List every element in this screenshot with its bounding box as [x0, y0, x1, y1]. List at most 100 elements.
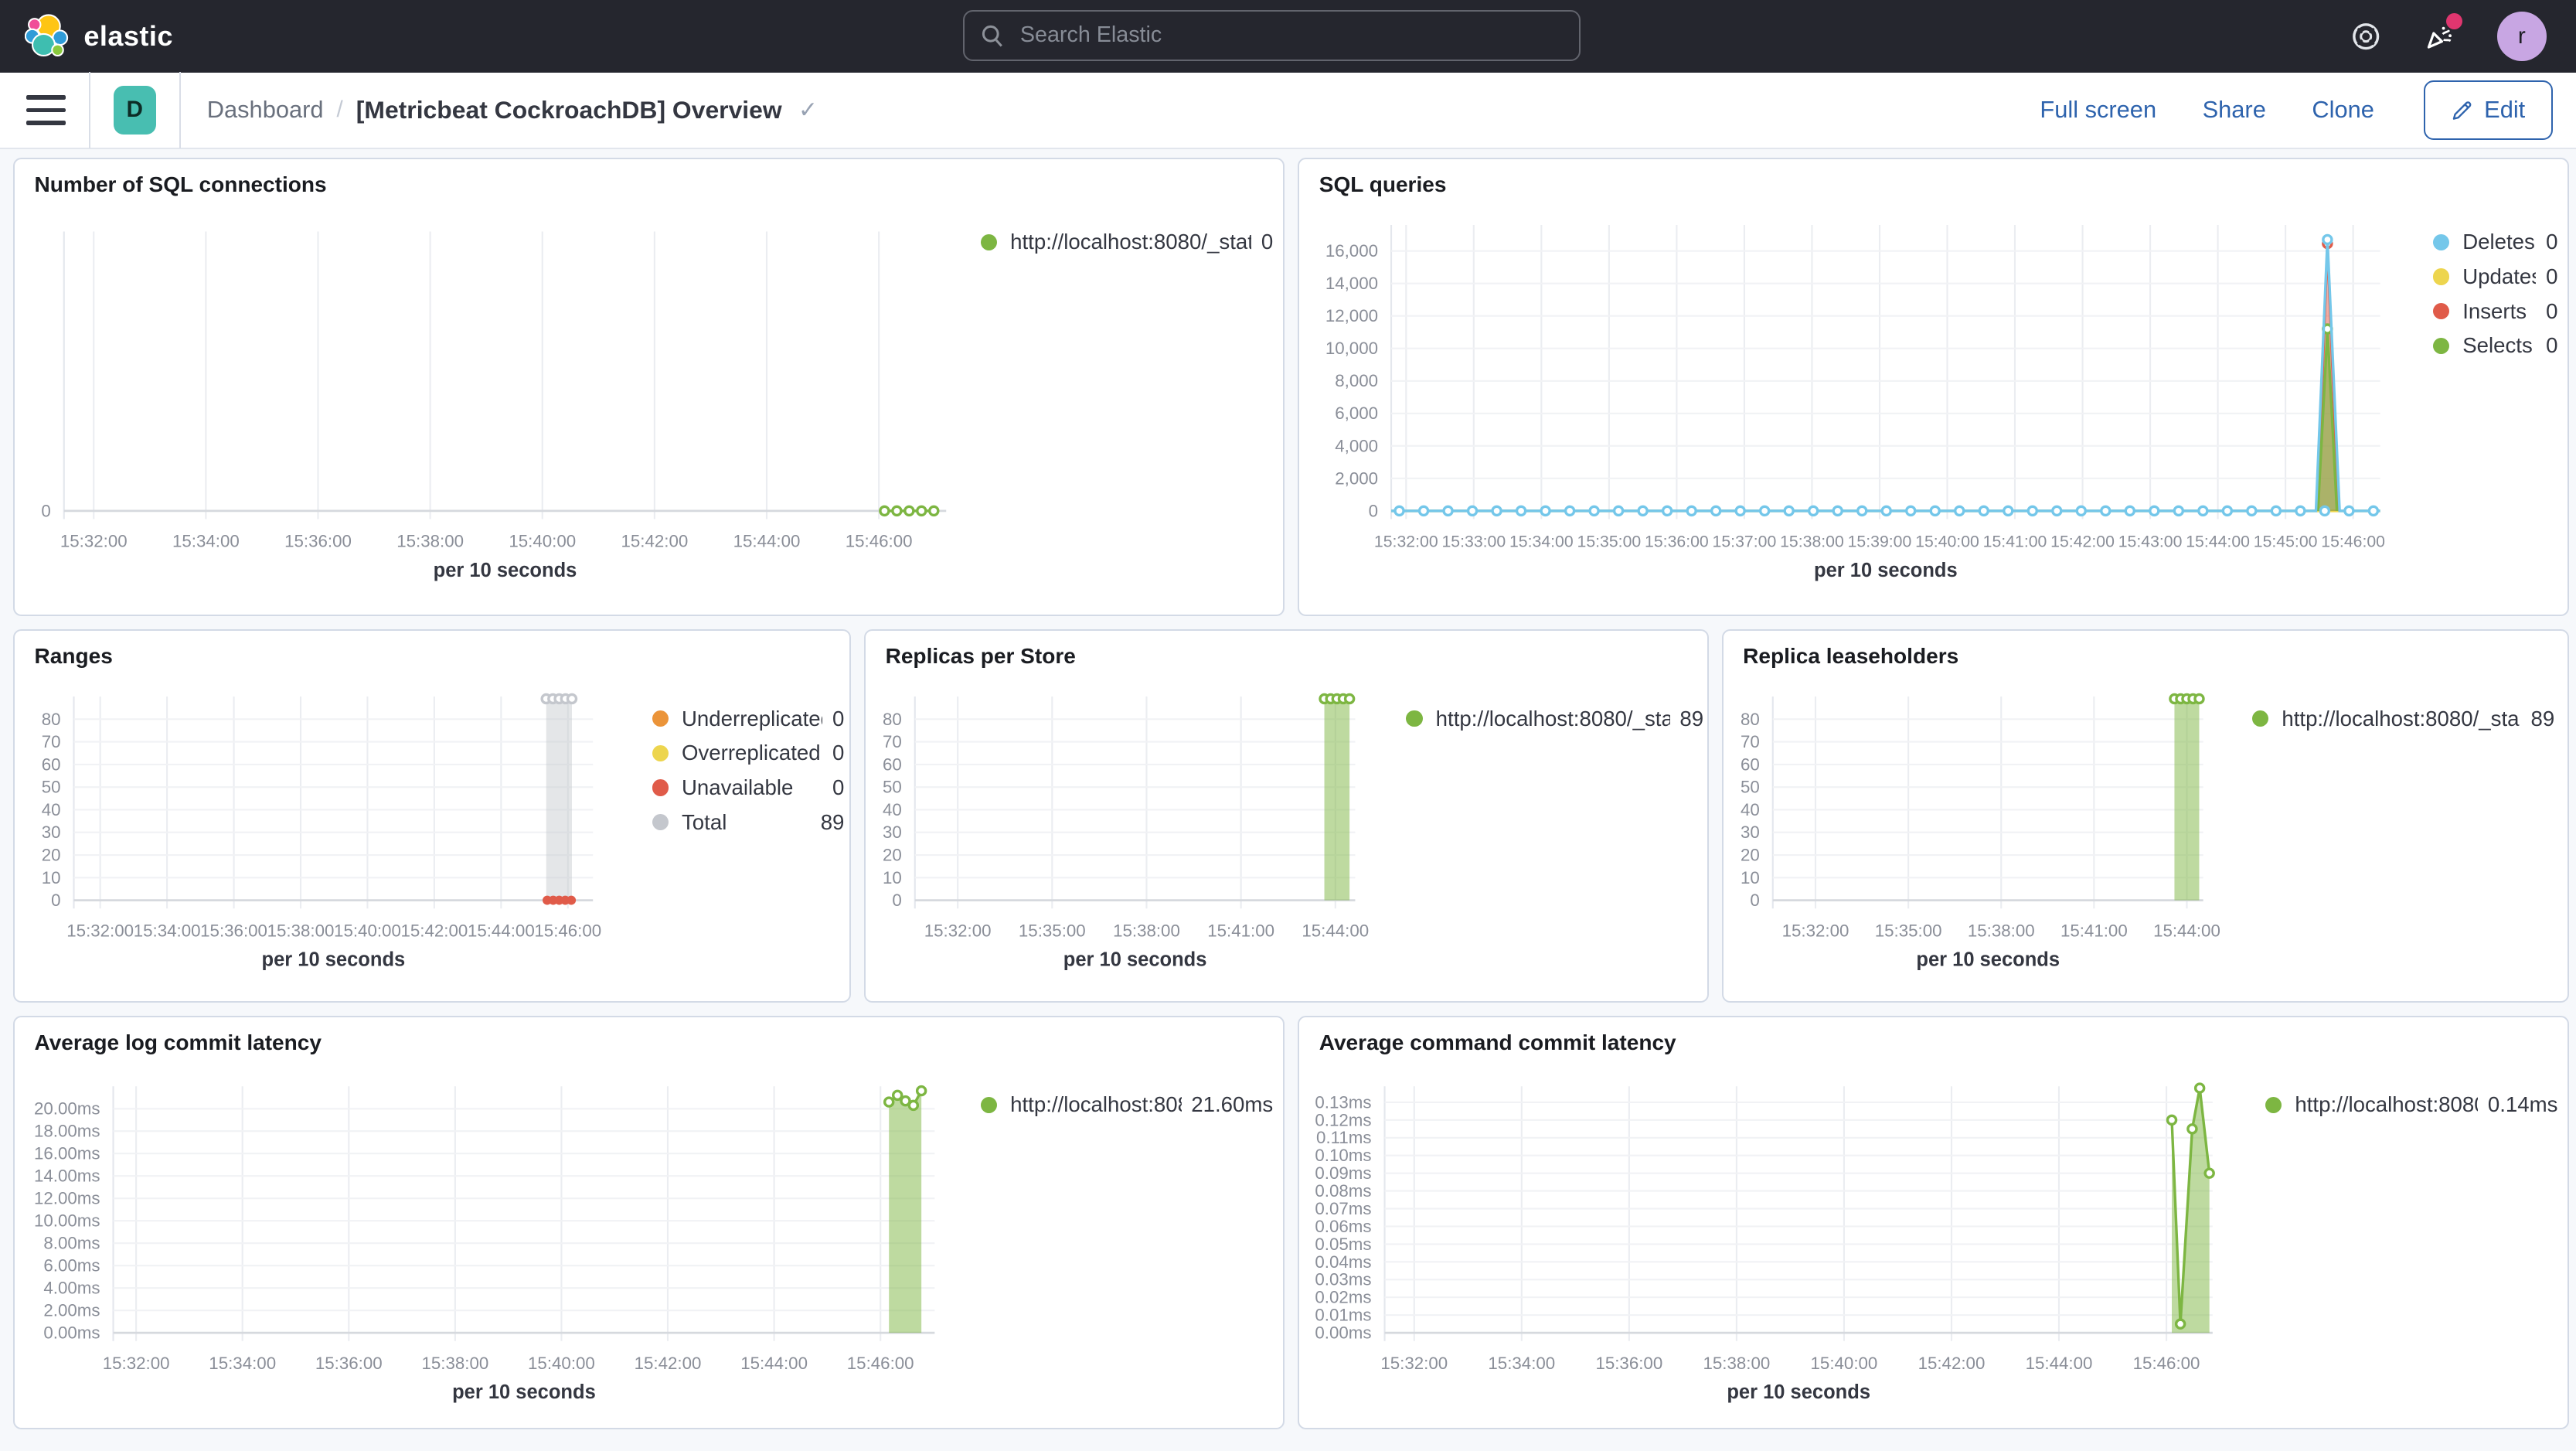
legend-item[interactable]: Overreplicated 0: [652, 736, 845, 771]
legend-item[interactable]: Underreplicated 0: [652, 702, 844, 737]
svg-text:15:44:00: 15:44:00: [2153, 921, 2220, 940]
svg-text:per 10 seconds: per 10 seconds: [1814, 560, 1958, 581]
legend-series-value: 0: [1261, 230, 1274, 254]
menu-hamburger-icon[interactable]: [26, 95, 66, 125]
svg-text:0.13ms: 0.13ms: [1315, 1092, 1372, 1112]
svg-text:15:34:00: 15:34:00: [1489, 1354, 1556, 1373]
top-header-bar: elastic: [0, 0, 2576, 73]
space-switcher-badge[interactable]: D: [113, 85, 156, 135]
svg-text:0: 0: [892, 891, 901, 910]
svg-text:80: 80: [42, 710, 61, 729]
legend-series-label: http://localhost:8080/_sta...: [1435, 706, 1670, 731]
page-title: [Metricbeat CockroachDB] Overview: [356, 95, 782, 124]
legend-item[interactable]: http://localhost:8080/_sta... 89: [1406, 702, 1703, 737]
legend-item[interactable]: Unavailable 0: [652, 771, 844, 806]
edit-button[interactable]: Edit: [2423, 80, 2554, 140]
svg-text:15:34:00: 15:34:00: [134, 921, 201, 940]
svg-text:20: 20: [883, 846, 902, 865]
svg-text:15:38:00: 15:38:00: [1780, 533, 1844, 551]
full-screen-button[interactable]: Full screen: [2040, 96, 2157, 124]
legend-item[interactable]: http://localhost:808... 21.60ms: [980, 1088, 1273, 1122]
help-button[interactable]: [2350, 20, 2383, 53]
brand-name: elastic: [83, 19, 173, 52]
svg-text:15:44:00: 15:44:00: [740, 1354, 808, 1373]
svg-text:12,000: 12,000: [1325, 306, 1378, 325]
share-button[interactable]: Share: [2202, 96, 2266, 124]
svg-text:15:38:00: 15:38:00: [1968, 921, 2035, 940]
legend-item[interactable]: Updates 0: [2432, 260, 2558, 295]
notification-badge: [2446, 13, 2463, 30]
svg-text:60: 60: [883, 754, 902, 774]
svg-text:0.01ms: 0.01ms: [1315, 1305, 1372, 1324]
svg-text:70: 70: [883, 732, 902, 751]
search-input[interactable]: [1016, 21, 1563, 50]
elastic-brand[interactable]: elastic: [0, 14, 173, 58]
svg-text:15:32:00: 15:32:00: [1374, 533, 1438, 551]
replicas-per-store-chart[interactable]: 15:32:00 15:35:00 15:38:00 15:41:00 15:44:00…: [866, 631, 1710, 1004]
svg-text:15:34:00: 15:34:00: [172, 532, 240, 551]
svg-text:15:40:00: 15:40:00: [334, 921, 401, 940]
global-search-box[interactable]: [962, 9, 1581, 61]
legend-series-value: 89: [820, 809, 845, 834]
panel-title: Number of SQL connections: [34, 172, 327, 197]
chart-legend: http://localhost:8080/_stat... 0: [980, 225, 1274, 260]
svg-text:15:44:00: 15:44:00: [2026, 1354, 2093, 1373]
avg-command-commit-latency-chart[interactable]: 15:32:00 15:34:00 15:36:00 15:38:00 15:40:00…: [1299, 1017, 2571, 1432]
ranges-chart[interactable]: 15:32:00 15:34:00 15:36:00 15:38:00 15:40:00…: [15, 631, 852, 1004]
chart-legend: http://localhost:808... 21.60ms: [980, 1088, 1273, 1122]
sql-connections-chart[interactable]: 15:32:00 15:34:00 15:36:00 15:38:00 15:40:00…: [15, 159, 1286, 618]
chart-legend: http://localhost:8080... 0.14ms: [2265, 1088, 2557, 1122]
legend-series-dot: [980, 1096, 998, 1113]
clone-button[interactable]: Clone: [2312, 96, 2374, 124]
svg-text:15:32:00: 15:32:00: [60, 532, 128, 551]
legend-series-value: 89: [1679, 706, 1704, 731]
legend-series-label: Total: [681, 809, 727, 834]
legend-series-value: 0: [2546, 264, 2558, 288]
newsfeed-button[interactable]: [2423, 13, 2463, 53]
svg-text:2,000: 2,000: [1335, 468, 1378, 488]
svg-text:0.05ms: 0.05ms: [1315, 1235, 1372, 1254]
legend-series-label: Inserts: [2462, 298, 2527, 323]
legend-item[interactable]: http://localhost:8080/_sta... 89: [2252, 702, 2554, 737]
legend-item[interactable]: Total 89: [652, 805, 845, 840]
panel-average-log-commit-latency: Average log commit latency 15:32:00 15:34…: [13, 1015, 1286, 1432]
avg-log-commit-latency-chart[interactable]: 15:32:00 15:34:00 15:36:00 15:38:00 15:40:00…: [15, 1017, 1286, 1432]
legend-series-value: 0: [832, 741, 845, 765]
elastic-logo-icon: [24, 14, 68, 57]
legend-item[interactable]: Inserts 0: [2432, 294, 2557, 329]
legend-series-label: Overreplicated: [681, 741, 821, 765]
panel-average-command-commit-latency: Average command commit latency 15:32:00 1…: [1298, 1015, 2571, 1432]
svg-text:0: 0: [1369, 501, 1378, 520]
sql-queries-chart[interactable]: 15:32:00 15:33:00 15:34:00 15:35:00 15:36:00…: [1299, 159, 2571, 618]
svg-text:15:36:00: 15:36:00: [200, 921, 267, 940]
legend-series-label: http://localhost:8080/_sta...: [2282, 706, 2521, 731]
svg-text:per 10 seconds: per 10 seconds: [1916, 949, 2060, 971]
svg-text:70: 70: [42, 732, 61, 751]
svg-text:15:38:00: 15:38:00: [1703, 1354, 1771, 1373]
legend-item[interactable]: Selects 0: [2432, 329, 2557, 363]
divider: [88, 71, 90, 149]
svg-text:8.00ms: 8.00ms: [43, 1233, 100, 1252]
svg-text:15:36:00: 15:36:00: [1645, 533, 1709, 551]
panel-title: Average command commit latency: [1319, 1030, 1676, 1054]
svg-text:50: 50: [1741, 778, 1760, 797]
replica-leaseholders-chart[interactable]: 15:32:00 15:35:00 15:38:00 15:41:00 15:44:00…: [1724, 631, 2571, 1004]
svg-text:15:42:00: 15:42:00: [621, 532, 688, 551]
legend-item[interactable]: http://localhost:8080... 0.14ms: [2265, 1088, 2557, 1122]
svg-text:15:42:00: 15:42:00: [401, 921, 468, 940]
svg-text:15:36:00: 15:36:00: [315, 1354, 383, 1373]
legend-item[interactable]: Deletes 0: [2432, 225, 2557, 260]
svg-text:10: 10: [1741, 868, 1760, 887]
legend-series-label: http://localhost:8080/_stat...: [1010, 230, 1252, 254]
legend-series-dot: [652, 710, 669, 727]
svg-text:0: 0: [41, 501, 50, 520]
svg-text:14,000: 14,000: [1325, 274, 1378, 293]
legend-item[interactable]: http://localhost:8080/_stat... 0: [980, 225, 1274, 260]
svg-text:15:35:00: 15:35:00: [1577, 533, 1642, 551]
chart-legend: http://localhost:8080/_sta... 89: [2252, 702, 2554, 737]
help-lifering-icon: [2352, 22, 2380, 49]
svg-text:40: 40: [42, 800, 61, 819]
user-avatar[interactable]: r: [2496, 11, 2547, 61]
breadcrumb-dashboard-link[interactable]: Dashboard: [206, 96, 324, 124]
legend-series-dot: [2252, 710, 2269, 727]
